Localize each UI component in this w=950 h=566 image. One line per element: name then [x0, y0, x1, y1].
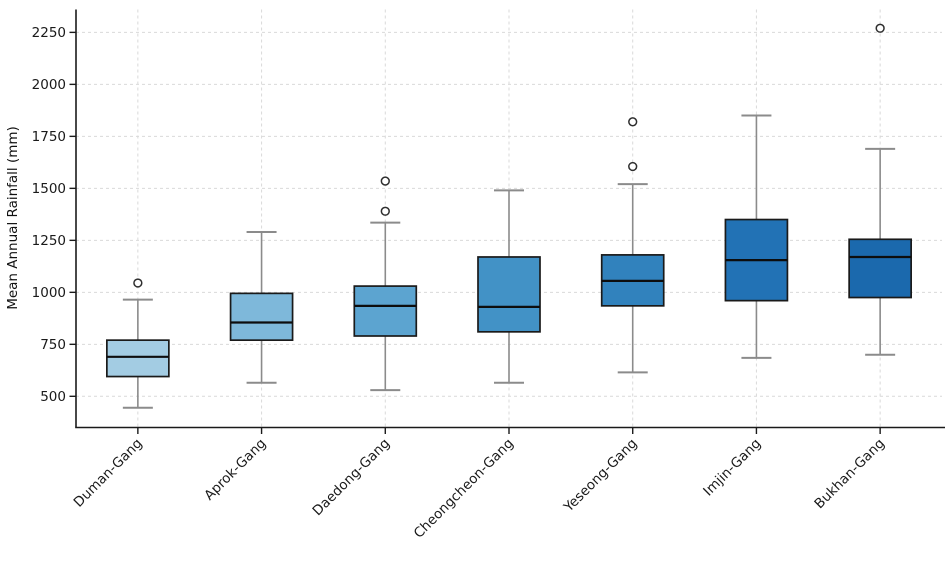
outlier-daedong-gang-1 [380, 176, 390, 186]
y-tick-label-1000: 1000 [32, 285, 66, 301]
x-tick-label-imjin-gang: Imjin-Gang [700, 436, 764, 500]
outlier-yeseong-gang-0 [628, 161, 638, 172]
outlier-duman-gang-0 [133, 278, 143, 288]
x-tick-label-aprok-gang: Aprok-Gang [201, 436, 269, 504]
x-tick-label-duman-gang: Duman-Gang [71, 436, 146, 511]
x-tick-label-daedong-gang: Daedong-Gang [310, 436, 394, 520]
y-tick-label-1250: 1250 [32, 233, 66, 249]
y-tick-label-500: 500 [40, 389, 66, 405]
box-aprok-gang [229, 292, 294, 342]
x-tick-label-cheongcheon-gang: Cheongcheon-Gang [411, 436, 517, 542]
y-tick-label-2250: 2250 [32, 25, 66, 41]
x-tick-label-bukhan-gang: Bukhan-Gang [811, 436, 888, 513]
box-duman-gang [106, 339, 170, 378]
box-cheongcheon-gang [477, 256, 541, 333]
y-tick-label-750: 750 [40, 337, 66, 353]
y-tick-label-2000: 2000 [32, 77, 66, 93]
box-daedong-gang [353, 285, 418, 337]
y-tick-label-1750: 1750 [32, 129, 66, 145]
box-bukhan-gang [848, 238, 912, 299]
y-tick-label-1500: 1500 [32, 181, 66, 197]
outlier-bukhan-gang-0 [875, 23, 885, 33]
outlier-yeseong-gang-1 [628, 117, 638, 127]
outlier-daedong-gang-0 [380, 206, 390, 216]
x-tick-label-yeseong-gang: Yeseong-Gang [560, 436, 640, 516]
